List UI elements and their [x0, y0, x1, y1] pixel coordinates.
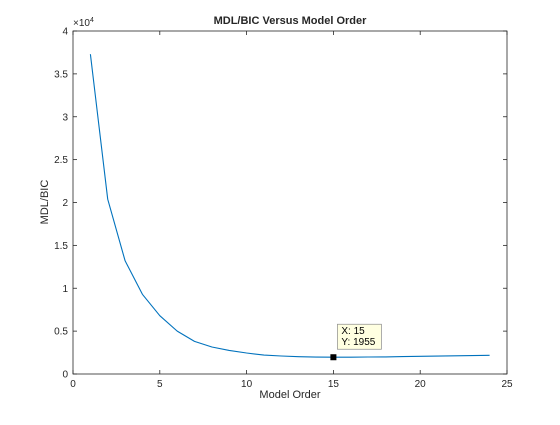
x-tick-label: 20 — [415, 379, 427, 390]
y-axis-label: MDL/BIC — [39, 180, 51, 225]
x-tick-label: 25 — [501, 379, 513, 390]
y-tick-label: 0.5 — [54, 327, 68, 338]
chart-title: MDL/BIC Versus Model Order — [214, 15, 368, 27]
data-tip-y-text: Y: 1955 — [341, 337, 375, 348]
y-exponent-power: 4 — [90, 17, 94, 24]
y-tick-label: 2.5 — [54, 155, 68, 166]
y-tick-label: 1 — [62, 284, 68, 295]
axes-box — [73, 31, 507, 374]
x-axis-label: Model Order — [259, 389, 320, 401]
y-tick-label: 1.5 — [54, 241, 68, 252]
y-tick-label: 0 — [62, 370, 68, 381]
data-tip-x-text: X: 15 — [341, 326, 365, 337]
y-tick-label: 3.5 — [54, 69, 68, 80]
x-tick-label: 10 — [241, 379, 253, 390]
y-tick-label: 3 — [62, 112, 68, 123]
plot-area — [73, 31, 507, 374]
data-tip-marker[interactable] — [330, 354, 336, 360]
y-tick-label: 4 — [62, 27, 68, 38]
x-tick-label: 0 — [70, 379, 76, 390]
x-tick-label: 5 — [157, 379, 163, 390]
y-exponent-label: ×104 — [73, 17, 94, 29]
x-tick-label: 15 — [328, 379, 340, 390]
y-tick-label: 2 — [62, 198, 68, 209]
y-exponent-base: ×10 — [73, 18, 90, 29]
